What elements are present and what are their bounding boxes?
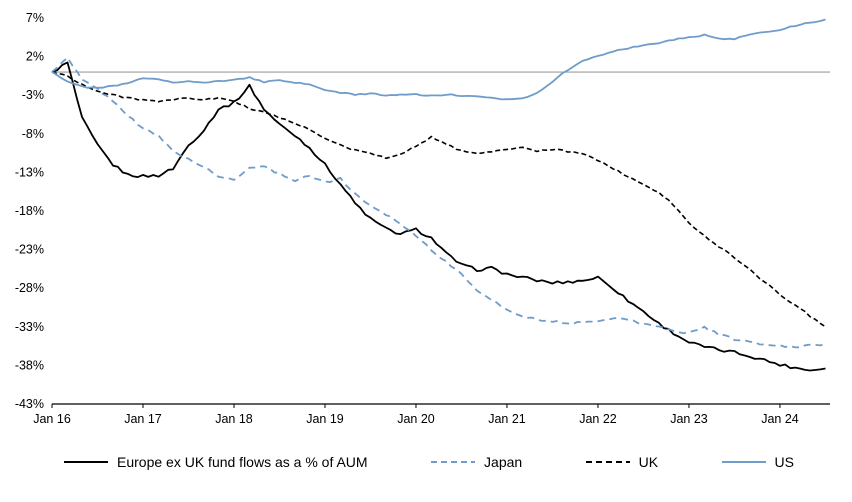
y-tick-label: -3% [22,88,44,102]
x-tick-label: Jan 16 [33,412,71,426]
x-tick-label: Jan 24 [761,412,799,426]
legend-line-sample-uk [585,461,630,463]
x-tick-label: Jan 20 [397,412,435,426]
x-tick-label: Jan 18 [215,412,253,426]
y-tick-label: 7% [26,11,44,25]
y-tick-label: -33% [15,320,44,334]
y-tick-label: -43% [15,397,44,411]
line-chart-plot-area: Jan 16 Jan 17 Jan 18 Jan 19 Jan 20 Jan 21 Jan … [15,11,830,426]
x-tick-label: Jan 23 [670,412,708,426]
series-line-0 [51,61,826,372]
series-line-1 [51,56,826,349]
x-tick-label: Jan 21 [488,412,526,426]
legend-item-uk: UK [584,454,658,470]
y-tick-label: -8% [22,127,44,141]
y-tick-label: -28% [15,281,44,295]
y-tick-label: -23% [15,243,44,257]
legend-line-sample-japan [431,461,476,463]
chart-legend: Europe ex UK fund flows as a % of AUM Ja… [62,454,794,470]
x-tick-label: Jan 17 [124,412,162,426]
legend-line-sample-us [721,461,766,463]
y-tick-label: -13% [15,165,44,179]
x-tick-label: Jan 19 [306,412,344,426]
legend-label-us: US [774,454,794,470]
x-tick-label: Jan 22 [579,412,617,426]
series-line-3 [51,18,826,101]
y-tick-label: -38% [15,358,44,372]
y-tick-label: 2% [26,50,44,64]
legend-item-japan: Japan [429,454,522,470]
legend-label-europe-ex-uk: Europe ex UK fund flows as a % of AUM [117,454,368,470]
legend-item-europe-ex-uk: Europe ex UK fund flows as a % of AUM [62,454,368,470]
series-line-2 [51,71,826,328]
legend-line-sample-europe [64,461,108,463]
legend-label-uk: UK [638,454,659,470]
legend-label-japan: Japan [484,454,523,470]
y-tick-label: -18% [15,204,44,218]
legend-item-us: US [720,454,794,470]
